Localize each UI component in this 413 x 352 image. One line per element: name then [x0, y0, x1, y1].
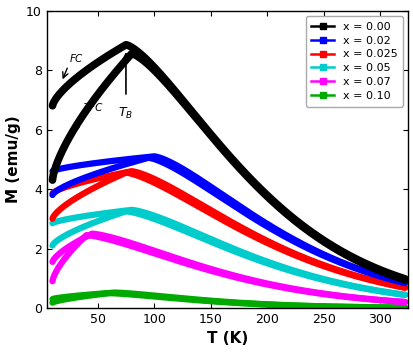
- Y-axis label: M (emu/g): M (emu/g): [5, 115, 21, 203]
- Text: FC: FC: [69, 54, 83, 64]
- Legend: x = 0.00, x = 0.02, x = 0.025, x = 0.05, x = 0.07, x = 0.10: x = 0.00, x = 0.02, x = 0.025, x = 0.05,…: [305, 16, 402, 107]
- Text: $T_B$: $T_B$: [118, 106, 133, 121]
- Text: ZFC: ZFC: [82, 103, 102, 113]
- X-axis label: T (K): T (K): [206, 332, 248, 346]
